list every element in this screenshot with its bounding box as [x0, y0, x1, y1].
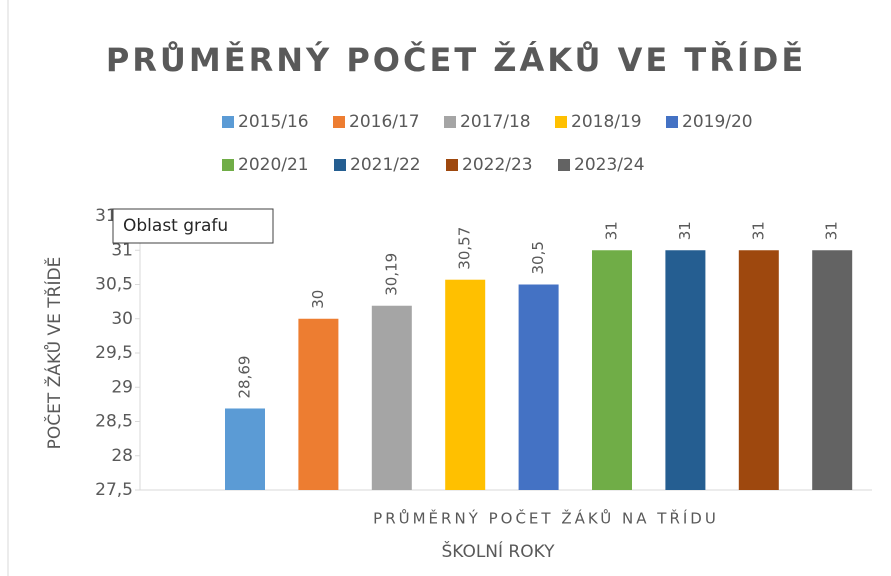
tooltip-box [112, 208, 274, 244]
bar [665, 250, 706, 490]
tooltip: Oblast grafu [112, 208, 274, 244]
bar [518, 284, 559, 490]
bar [445, 279, 486, 490]
value-label: 30,5 [529, 241, 547, 274]
bar [371, 305, 412, 490]
y-tick-label: 28 [111, 446, 133, 466]
value-label: 30,57 [456, 227, 474, 270]
value-label: 31 [823, 221, 841, 240]
legend-swatch [555, 116, 567, 128]
bar [225, 408, 265, 490]
bar [738, 250, 779, 490]
y-axis-title: POČET ŽÁKŮ VE TŘÍDĚ [43, 257, 65, 450]
y-tick-label: 29,5 [95, 343, 133, 363]
value-label: 31 [749, 221, 767, 240]
value-label: 30 [309, 290, 327, 309]
legend-label: 2021/22 [350, 155, 421, 175]
legend-label: 2019/20 [682, 112, 753, 132]
legend-swatch [558, 159, 570, 171]
legend-swatch [446, 159, 458, 171]
legend-swatch [666, 116, 678, 128]
legend-label: 2015/16 [238, 112, 309, 132]
value-label: 31 [603, 221, 621, 240]
y-tick-label: 28,5 [95, 412, 133, 432]
legend-label: 2020/21 [238, 155, 309, 175]
value-label: 31 [676, 221, 694, 240]
value-label: 30,19 [382, 253, 400, 296]
tooltip-text: Oblast grafu [123, 216, 228, 236]
legend-swatch [333, 116, 345, 128]
bar [592, 250, 632, 490]
x-tick-label: PRŮMĚRNÝ POČET ŽÁKŮ NA TŘÍDU [373, 509, 719, 528]
legend-swatch [222, 159, 234, 171]
value-label: 28,69 [236, 356, 254, 399]
y-tick-label: 27,5 [95, 480, 133, 500]
y-tick-label: 29 [111, 377, 133, 397]
legend-label: 2023/24 [574, 155, 645, 175]
legend-swatch [334, 159, 346, 171]
chart-title: PRŮMĚRNÝ POČET ŽÁKŮ VE TŘÍDĚ [106, 40, 806, 79]
legend-label: 2016/17 [349, 112, 420, 132]
legend-swatch [222, 116, 234, 128]
x-axis-title: ŠKOLNÍ ROKY [441, 540, 555, 562]
legend-label: 2022/23 [462, 155, 533, 175]
legend-label: 2018/19 [571, 112, 642, 132]
y-tick-label: 30,5 [95, 275, 133, 295]
bar [298, 318, 339, 490]
legend-label: 2017/18 [460, 112, 531, 132]
bar [812, 250, 853, 490]
y-tick-label: 31 [111, 240, 133, 260]
legend-swatch [444, 116, 456, 128]
y-tick-label: 30 [111, 309, 133, 329]
